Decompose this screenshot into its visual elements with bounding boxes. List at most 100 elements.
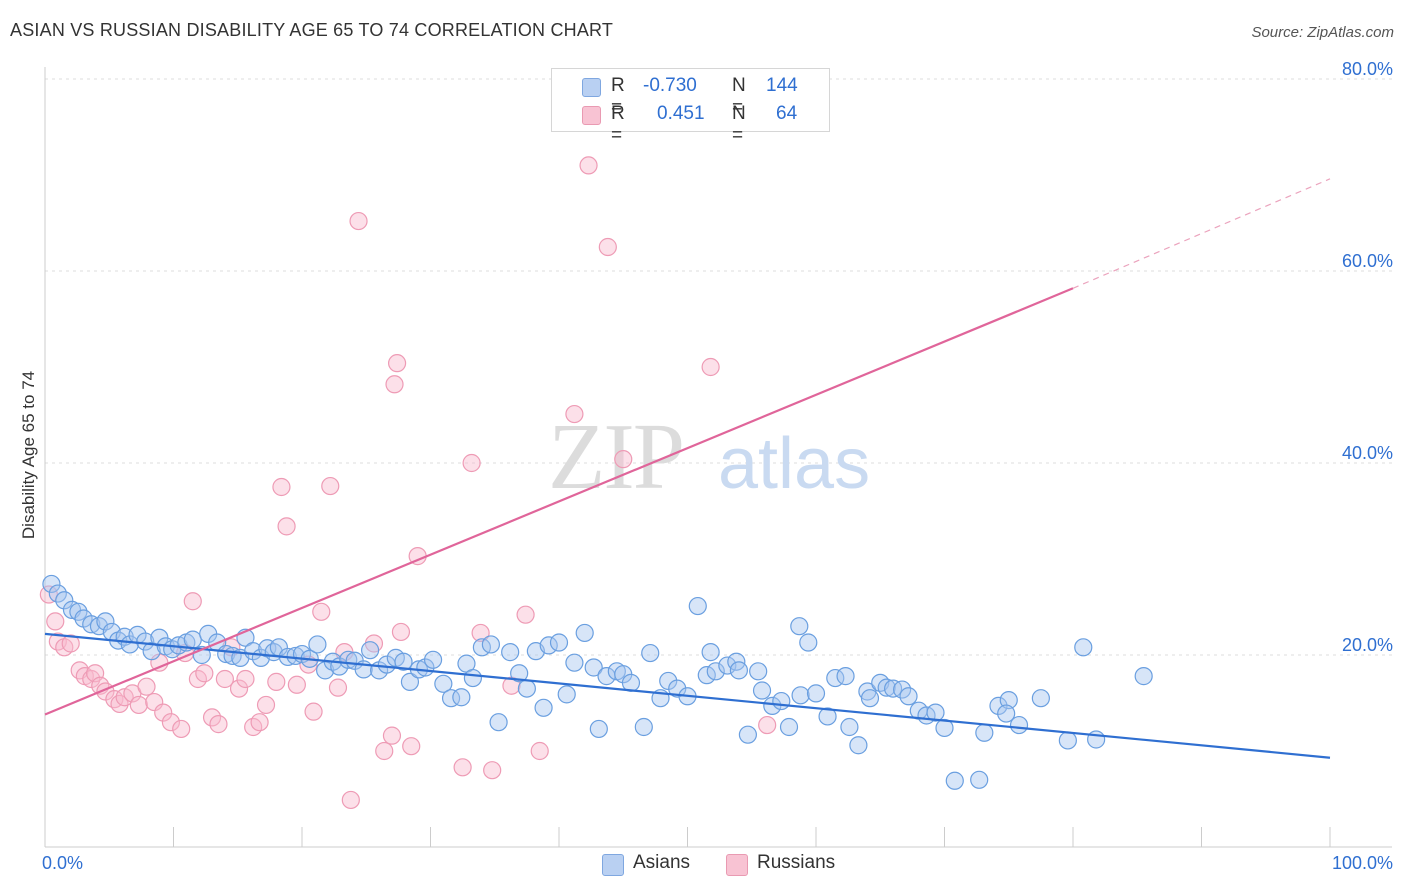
asians-point [557,685,576,704]
russians-point [402,737,421,756]
russians-point [328,678,348,697]
asians-point [799,633,818,652]
asians-point [849,736,868,755]
asians-point [945,771,964,790]
russians-point [129,695,148,715]
russians-point [349,211,368,231]
russians-point [215,669,234,689]
russians-trend-extension [1072,178,1331,289]
asians-point [120,635,139,654]
y-tick-label: 20.0% [1342,635,1393,655]
asians-point [836,667,855,686]
asians-point [501,643,520,662]
asians-legend-label: Asians [633,852,691,873]
asians-point [791,686,810,705]
asians-point [892,680,912,699]
r-label: R = [611,75,625,118]
asians-point [55,591,74,610]
russians-point [209,715,228,734]
asians-point [1031,689,1050,708]
asians-point [452,688,471,707]
russians-point [287,675,306,694]
asians-point [989,696,1008,715]
asians-point [697,666,716,685]
russians-point [341,790,360,810]
y-tick-label: 40.0% [1342,443,1393,463]
asians-point [975,723,994,742]
asians-point [286,646,305,666]
russians-point [267,672,286,691]
asians-point [779,717,799,737]
russians-point [272,477,291,497]
asians-point [997,704,1016,723]
x-tick-label: 0.0% [42,853,83,873]
asians-point [718,656,737,675]
asians-point [1074,638,1093,657]
russians-point [453,758,472,777]
russians-point [183,592,202,611]
asians-point [790,617,809,636]
y-axis-label: Disability Age 65 to 74 [19,371,38,539]
asians-point [142,642,161,661]
asians-point [860,689,880,708]
asians-point [899,687,918,706]
russians-point [161,713,181,732]
russians-point [382,726,402,745]
asians-point [729,661,749,680]
asians-point [806,684,826,703]
russians-point [387,354,407,373]
asians-point [634,717,653,737]
asians-point [999,691,1018,710]
asians-point [183,630,202,649]
trend-lines [44,178,1331,759]
asians-point [42,574,61,594]
asians-point [96,612,115,631]
asians-point [400,672,420,691]
asians-swatch [582,78,601,97]
russians-point [256,695,276,715]
asians-points [42,574,1153,790]
grid-lines: 20.0% 40.0% 60.0% 80.0% [45,59,1393,656]
russians-point [530,741,549,761]
asians-point [818,707,837,726]
y-tick-label: 80.0% [1342,59,1393,79]
russians-point [229,679,249,698]
russians-point [391,622,411,642]
asians-point [589,719,608,739]
asians-point [517,679,536,698]
russians-point [250,713,269,732]
asians-point [434,674,453,693]
russians-point [579,156,598,175]
asians-legend-swatch [602,854,624,876]
asians-point [565,653,584,672]
russians-point [385,375,404,394]
russians-point [277,517,296,536]
asians-point [48,584,67,603]
n-label: N = [732,75,746,118]
r-label: R = [611,103,625,146]
russians-point [375,741,394,761]
russians-point [614,450,633,469]
russians-point [462,453,481,473]
asians-trend-line [44,632,1331,759]
watermark: ZIP atlas [548,405,870,509]
asians-point [539,636,558,655]
asians-point [584,658,603,677]
russians-point [483,761,502,780]
asians-point [575,623,594,643]
russians-point [516,605,535,624]
asians-point [394,652,413,671]
russians-point [236,669,255,689]
asians-point [877,678,896,697]
asians-point [926,703,945,722]
r-value: 0.451 [657,103,705,124]
chart-title: ASIAN VS RUSSIAN DISABILITY AGE 65 TO 74… [10,20,614,40]
russians-point [565,404,584,424]
russians-point [145,692,164,712]
asians-point [1009,715,1029,735]
asians-point [308,635,327,654]
russians-point [598,237,617,257]
asians-point [668,679,687,698]
asians-point [935,718,954,738]
